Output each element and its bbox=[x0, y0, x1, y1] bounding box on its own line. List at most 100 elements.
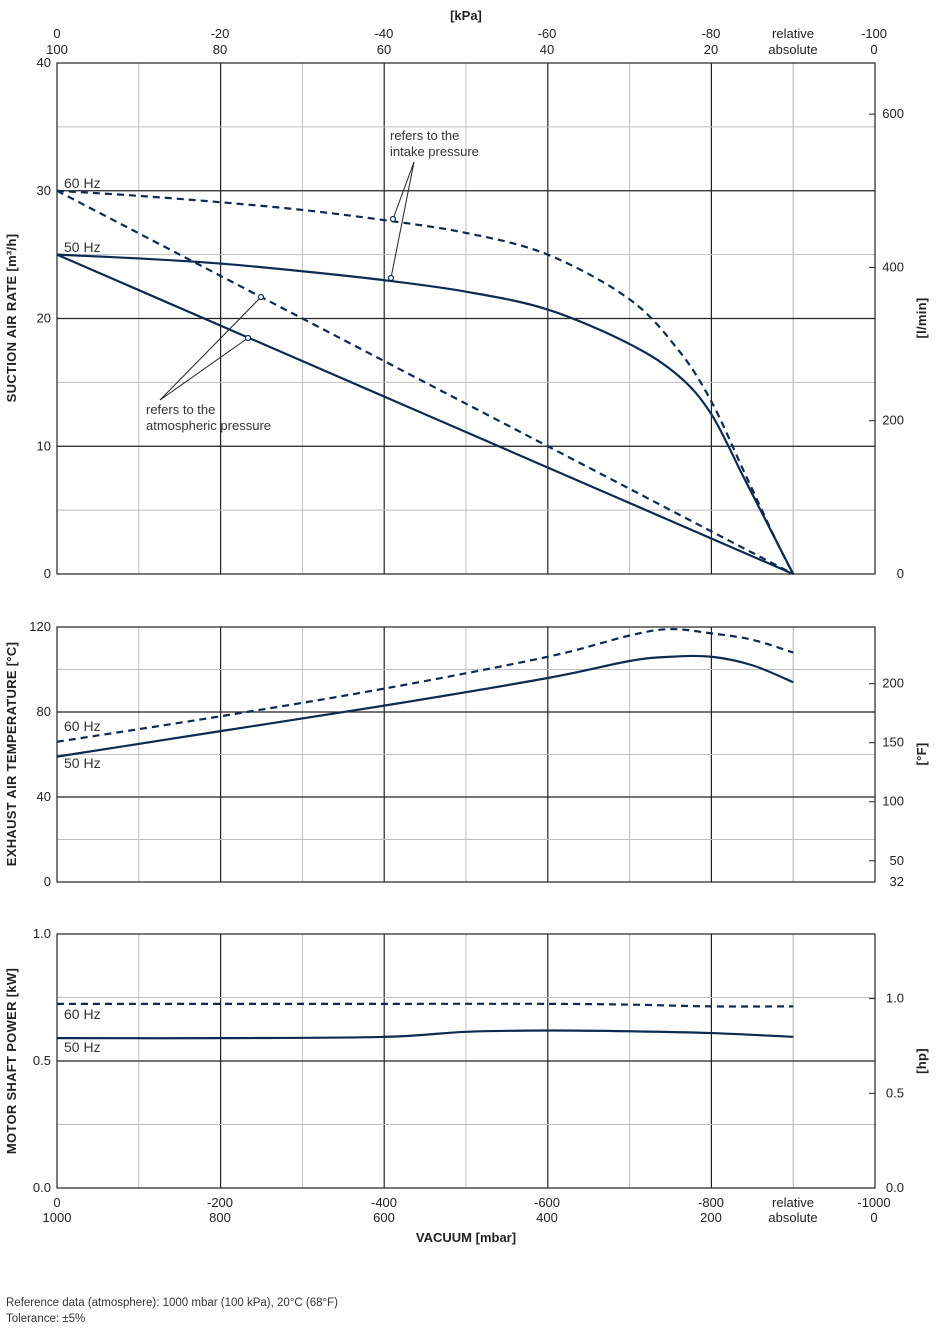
plot-frame bbox=[56, 62, 876, 575]
bottom-tick-abs: 200 bbox=[700, 1210, 722, 1225]
bottom-tick-abs: 0 bbox=[870, 1210, 877, 1225]
top-tick-abs: 40 bbox=[540, 42, 554, 57]
top-tick-abs: 0 bbox=[870, 42, 877, 57]
bottom-tick-rel: 0 bbox=[53, 1195, 60, 1210]
annotation-text: refers to the bbox=[146, 402, 215, 417]
label-60hz-temperature: 60 Hz bbox=[64, 718, 101, 734]
y-tick-label: 0 bbox=[44, 566, 51, 581]
bottom-tick-abs: 400 bbox=[536, 1210, 558, 1225]
series-line-50-hz-intake-pressure- bbox=[56, 253, 795, 575]
y2-axis-title-suction: [l/min] bbox=[914, 297, 929, 338]
y2-tick-label: 200 bbox=[882, 413, 904, 428]
y2-tick-label: 200 bbox=[882, 676, 904, 691]
annotation-text: intake pressure bbox=[390, 144, 479, 159]
plot-frame bbox=[56, 626, 876, 883]
reference-note: Reference data (atmosphere): 1000 mbar (… bbox=[6, 1297, 338, 1309]
top-tick-rel: -60 bbox=[538, 26, 557, 41]
bottom-axis-absolute-labels: 1000 800 600 400 200 absolute 0 bbox=[43, 1210, 878, 1225]
chart-grid: 0102030400200400600040801203250100150200… bbox=[29, 55, 904, 1195]
label-50hz-power: 50 Hz bbox=[64, 1039, 101, 1055]
y-axis-title-temperature: EXHAUST AIR TEMPERATURE [°C] bbox=[4, 642, 19, 867]
plot-frame bbox=[56, 933, 876, 1189]
bottom-tick-rel: relative bbox=[772, 1195, 814, 1210]
annotation-text: refers to the bbox=[390, 128, 459, 143]
label-50hz-suction: 50 Hz bbox=[64, 239, 101, 255]
y2-tick-label: 100 bbox=[882, 794, 904, 809]
series-line-60-hz-intake-pressure- bbox=[56, 189, 795, 575]
y-tick-label: 40 bbox=[37, 55, 51, 70]
series-line-60-hz bbox=[57, 1002, 794, 1008]
label-60hz-power: 60 Hz bbox=[64, 1006, 101, 1022]
series-line-50-hz bbox=[56, 1029, 794, 1040]
top-tick-rel: -20 bbox=[211, 26, 230, 41]
annotation-marker bbox=[244, 334, 252, 342]
y-tick-label: 10 bbox=[37, 438, 51, 453]
y2-tick-label: 400 bbox=[882, 259, 904, 274]
annotation-marker bbox=[387, 274, 395, 282]
y2-tick-label: 0.0 bbox=[886, 1180, 904, 1195]
y-tick-label: 120 bbox=[29, 619, 51, 634]
y-tick-label: 80 bbox=[37, 704, 51, 719]
annotation-leader bbox=[390, 161, 415, 279]
label-60hz-suction: 60 Hz bbox=[64, 175, 101, 191]
bottom-tick-rel: -200 bbox=[207, 1195, 233, 1210]
y2-tick-label: 150 bbox=[882, 735, 904, 750]
series-line-60-hz-atmospheric-pressure- bbox=[56, 189, 794, 575]
bottom-tick-rel: -800 bbox=[698, 1195, 724, 1210]
top-tick-abs: 60 bbox=[377, 42, 391, 57]
annotation-leader bbox=[392, 161, 415, 220]
series-line-60-hz bbox=[56, 628, 794, 743]
top-tick-rel: -80 bbox=[702, 26, 721, 41]
top-axis-relative-labels: 0 -20 -40 -60 -80 relative -100 bbox=[53, 26, 887, 41]
performance-chart: 0102030400200400600040801203250100150200… bbox=[4, 8, 929, 1245]
bottom-tick-abs: absolute bbox=[768, 1210, 817, 1225]
annotation-marker bbox=[389, 215, 397, 223]
y2-axis-title-temperature: [°F] bbox=[914, 743, 929, 766]
top-tick-abs: 20 bbox=[704, 42, 718, 57]
y2-tick-label: 1.0 bbox=[886, 991, 904, 1006]
y2-tick-label: 0 bbox=[897, 566, 904, 581]
annotation-marker bbox=[257, 293, 265, 301]
y2-tick-label: 600 bbox=[882, 106, 904, 121]
y-tick-label: 1.0 bbox=[33, 926, 51, 941]
top-axis-absolute-labels: 100 80 60 40 20 absolute 0 bbox=[46, 42, 877, 57]
series-line-50-hz bbox=[56, 654, 794, 758]
y-tick-label: 0.0 bbox=[33, 1180, 51, 1195]
top-tick-abs: 80 bbox=[213, 42, 227, 57]
y2-tick-label: 50 bbox=[890, 853, 904, 868]
bottom-tick-rel: -400 bbox=[371, 1195, 397, 1210]
bottom-axis-relative-labels: 0 -200 -400 -600 -800 relative -1000 bbox=[53, 1195, 890, 1210]
annotation-text: atmospheric pressure bbox=[146, 418, 271, 433]
bottom-tick-abs: 600 bbox=[373, 1210, 395, 1225]
y-tick-label: 0.5 bbox=[33, 1053, 51, 1068]
annotation-leader bbox=[159, 337, 249, 401]
top-tick-rel: 0 bbox=[53, 26, 60, 41]
chart-curves bbox=[56, 189, 795, 1040]
bottom-tick-abs: 800 bbox=[209, 1210, 231, 1225]
y-tick-label: 20 bbox=[37, 311, 51, 326]
y-axis-title-power: MOTOR SHAFT POWER [kW] bbox=[4, 968, 19, 1154]
series-line-50-hz-atmospheric-pressure- bbox=[56, 253, 794, 576]
top-tick-rel: -40 bbox=[375, 26, 394, 41]
y2-axis-title-power: [hp] bbox=[914, 1048, 929, 1074]
atmospheric-pressure-annotation: refers to the atmospheric pressure bbox=[146, 293, 271, 433]
top-tick-rel: relative bbox=[772, 26, 814, 41]
annotation-leader bbox=[159, 296, 262, 401]
tolerance-note: Tolerance: ±5% bbox=[6, 1313, 86, 1325]
top-tick-rel: -100 bbox=[861, 26, 887, 41]
top-tick-abs: 100 bbox=[46, 42, 68, 57]
label-50hz-temperature: 50 Hz bbox=[64, 755, 101, 771]
y2-tick-label: 0.5 bbox=[886, 1085, 904, 1100]
top-axis-unit: [kPa] bbox=[450, 8, 482, 23]
bottom-tick-rel: -600 bbox=[534, 1195, 560, 1210]
y-tick-label: 40 bbox=[37, 789, 51, 804]
top-tick-abs: absolute bbox=[768, 42, 817, 57]
y2-tick-label: 32 bbox=[890, 874, 904, 889]
y-axis-title-suction: SUCTION AIR RATE [m³/h] bbox=[4, 234, 19, 403]
intake-pressure-annotation: refers to the intake pressure bbox=[387, 128, 479, 282]
bottom-tick-abs: 1000 bbox=[43, 1210, 72, 1225]
y-tick-label: 30 bbox=[37, 183, 51, 198]
bottom-tick-rel: -1000 bbox=[857, 1195, 890, 1210]
y-tick-label: 0 bbox=[44, 874, 51, 889]
x-axis-title: VACUUM [mbar] bbox=[416, 1230, 516, 1245]
